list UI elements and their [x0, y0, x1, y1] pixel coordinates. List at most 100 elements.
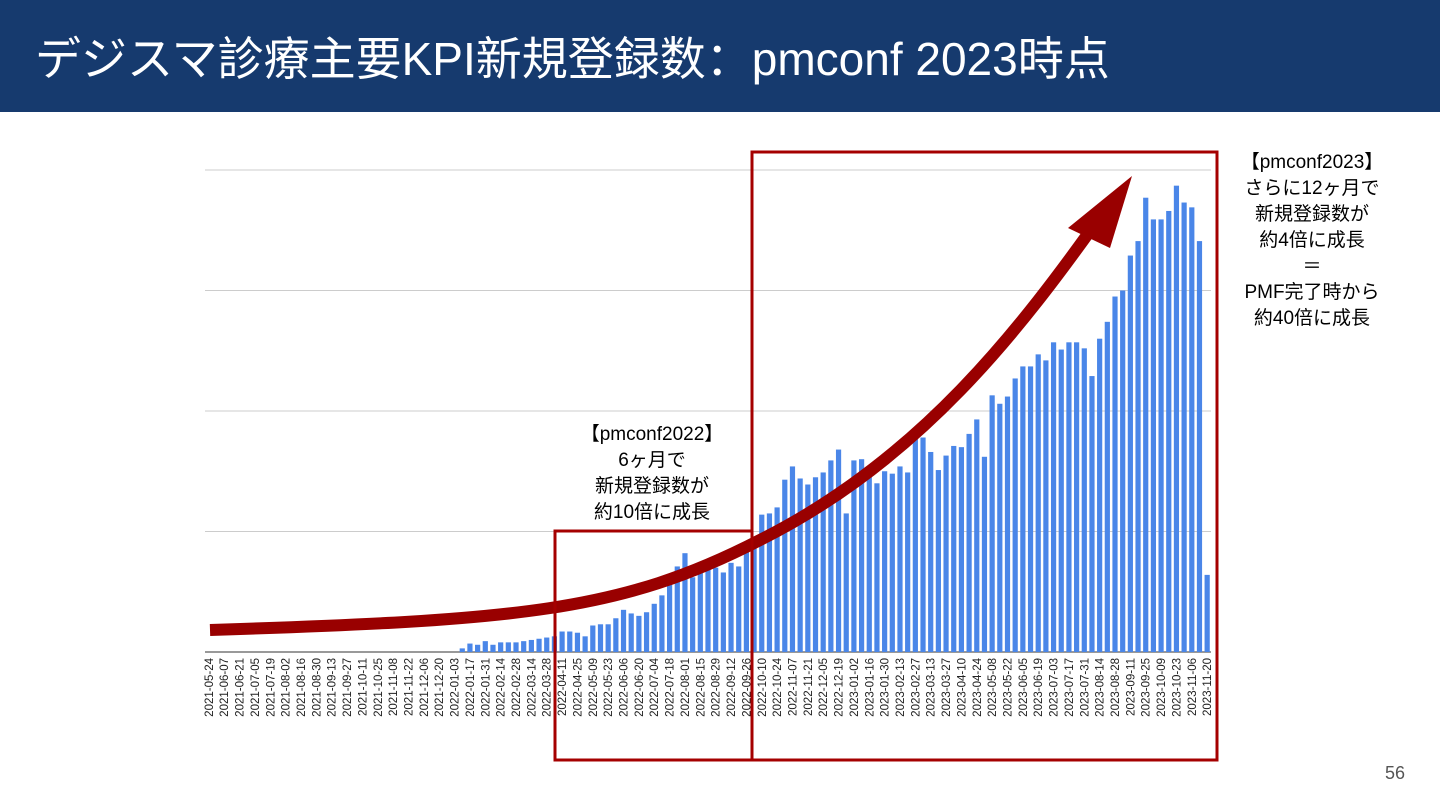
bar: [905, 472, 911, 652]
bar: [574, 632, 581, 652]
bar: [858, 459, 865, 652]
x-tick-label: 2022-10-24: [772, 657, 784, 716]
x-tick-label: 2023-01-02: [849, 658, 861, 717]
bar: [774, 507, 780, 652]
annotation-line: 6ヶ月で: [618, 450, 686, 471]
x-tick-label: 2023-07-17: [1064, 658, 1076, 717]
annotation-line: ＝: [1302, 256, 1321, 277]
x-tick-label: 2022-07-18: [665, 658, 677, 717]
x-tick-label: 2022-05-23: [603, 658, 615, 717]
x-tick-label: 2021-08-02: [281, 658, 293, 717]
bar: [651, 603, 657, 652]
annotation-line: 約40倍に成長: [1254, 307, 1370, 329]
x-tick-label: 2022-09-12: [726, 658, 738, 717]
x-tick-label: 2021-08-16: [296, 658, 308, 717]
bar: [1120, 290, 1126, 652]
bar: [1050, 342, 1057, 652]
bar: [805, 484, 811, 652]
annotation-line: 【pmconf2023】: [1241, 151, 1384, 173]
bar: [1012, 378, 1018, 652]
bar: [1158, 219, 1164, 652]
x-tick-label: 2022-10-10: [757, 658, 769, 717]
growth-arrow: [209, 206, 1110, 636]
bar: [782, 479, 788, 652]
x-tick-label: 2023-03-27: [941, 658, 953, 717]
bar: [1150, 219, 1157, 652]
bar: [897, 466, 903, 652]
bar: [1112, 296, 1118, 652]
bar: [835, 449, 842, 652]
bar: [789, 466, 796, 652]
bar: [643, 612, 650, 652]
bar: [1043, 360, 1049, 652]
x-tick-label: 2023-04-10: [956, 658, 968, 717]
bar: [544, 637, 550, 652]
annotation-line: 新規登録数が: [595, 475, 709, 497]
bar: [567, 631, 573, 652]
bar: [620, 609, 627, 652]
x-tick-label: 2022-04-11: [557, 658, 569, 716]
x-tick-label: 2021-08-30: [311, 658, 323, 717]
x-tick-label: 2023-06-19: [1033, 658, 1045, 717]
x-tick-label: 2022-08-29: [711, 658, 723, 717]
bar: [613, 618, 619, 652]
annotation-line: さらに12ヶ月で: [1244, 178, 1379, 199]
annotation-line: 約10倍に成長: [594, 501, 710, 523]
x-tick-label: 2022-09-26: [741, 658, 753, 717]
bar: [928, 451, 934, 652]
x-tick-label: 2022-03-28: [542, 658, 554, 717]
bar: [559, 631, 565, 652]
annotation-line: 約4倍に成長: [1259, 229, 1365, 251]
bar: [766, 513, 773, 652]
bar: [759, 514, 765, 652]
bar: [459, 648, 465, 652]
bar: [674, 566, 680, 652]
bar: [498, 642, 504, 652]
x-tick-label: 2023-09-11: [1125, 658, 1137, 716]
bar: [866, 467, 872, 652]
x-tick-label: 2023-02-27: [910, 658, 922, 717]
bar: [1204, 574, 1210, 652]
x-tick-label: 2023-05-08: [987, 658, 999, 717]
bar: [889, 473, 895, 652]
x-tick-label: 2021-11-22: [404, 658, 416, 716]
bar: [882, 471, 888, 652]
bar: [475, 644, 481, 652]
bar: [951, 445, 957, 652]
x-tick-label: 2022-11-07: [787, 658, 799, 716]
bar: [528, 639, 534, 652]
x-tick-label: 2023-11-20: [1202, 658, 1214, 716]
bar: [736, 566, 742, 652]
bar: [935, 470, 941, 652]
bar: [697, 572, 703, 652]
x-tick-label: 2022-07-04: [649, 657, 661, 716]
x-tick-label: 2023-10-23: [1171, 658, 1183, 717]
bar: [751, 537, 757, 652]
x-tick-label: 2022-04-25: [572, 658, 584, 717]
x-tick-label: 2022-06-20: [634, 658, 646, 717]
x-tick-label: 2023-02-13: [895, 658, 907, 717]
bar: [912, 437, 918, 652]
bar: [989, 395, 995, 652]
bar: [1189, 207, 1195, 653]
bar: [1196, 241, 1203, 652]
slide-title: デジスマ診療主要KPI新規登録数：pmconf 2023時点: [35, 33, 1110, 85]
bar: [705, 566, 711, 652]
bar: [1020, 366, 1026, 652]
annotation-line: 新規登録数が: [1255, 203, 1369, 225]
x-tick-label: 2021-11-08: [388, 658, 400, 716]
x-tick-label: 2021-06-21: [235, 658, 247, 717]
bar: [1097, 338, 1103, 652]
x-tick-label: 2021-05-24: [204, 657, 216, 716]
x-tick-label: 2023-08-28: [1110, 658, 1122, 717]
x-tick-label: 2022-12-05: [818, 658, 830, 717]
x-tick-label: 2023-05-22: [1002, 658, 1014, 717]
bar: [536, 638, 542, 652]
bar: [1027, 366, 1034, 652]
bar: [1066, 342, 1072, 652]
bar: [521, 641, 527, 652]
bar: [728, 562, 734, 652]
bar: [1181, 202, 1187, 652]
x-tick-label: 2022-01-03: [450, 658, 462, 717]
